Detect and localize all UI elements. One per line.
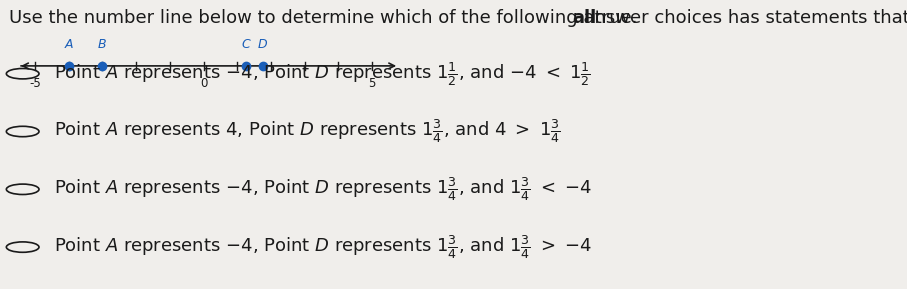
Text: true.: true. xyxy=(590,9,638,27)
Text: D: D xyxy=(258,38,268,51)
Text: Point $\it{A}$ represents $-$4, Point $\it{D}$ represents $1\frac{3}{4}$, and $1: Point $\it{A}$ represents $-$4, Point $\… xyxy=(54,233,592,261)
Text: 5: 5 xyxy=(368,77,375,90)
Text: Point $\it{A}$ represents 4, Point $\it{D}$ represents $1\frac{3}{4}$, and 4 $>$: Point $\it{A}$ represents 4, Point $\it{… xyxy=(54,118,561,145)
Text: B: B xyxy=(98,38,107,51)
Text: all: all xyxy=(572,9,597,27)
Text: C: C xyxy=(241,38,250,51)
Text: -5: -5 xyxy=(29,77,41,90)
Text: A: A xyxy=(64,38,73,51)
Text: Use the number line below to determine which of the following answer choices has: Use the number line below to determine w… xyxy=(9,9,907,27)
Text: Point $\it{A}$ represents $-$4, Point $\it{D}$ represents $1\frac{3}{4}$, and $1: Point $\it{A}$ represents $-$4, Point $\… xyxy=(54,175,592,203)
Text: 0: 0 xyxy=(200,77,207,90)
Text: Point $\it{A}$ represents $-$4, Point $\it{D}$ represents $1\frac{1}{2}$, and $-: Point $\it{A}$ represents $-$4, Point $\… xyxy=(54,60,591,88)
